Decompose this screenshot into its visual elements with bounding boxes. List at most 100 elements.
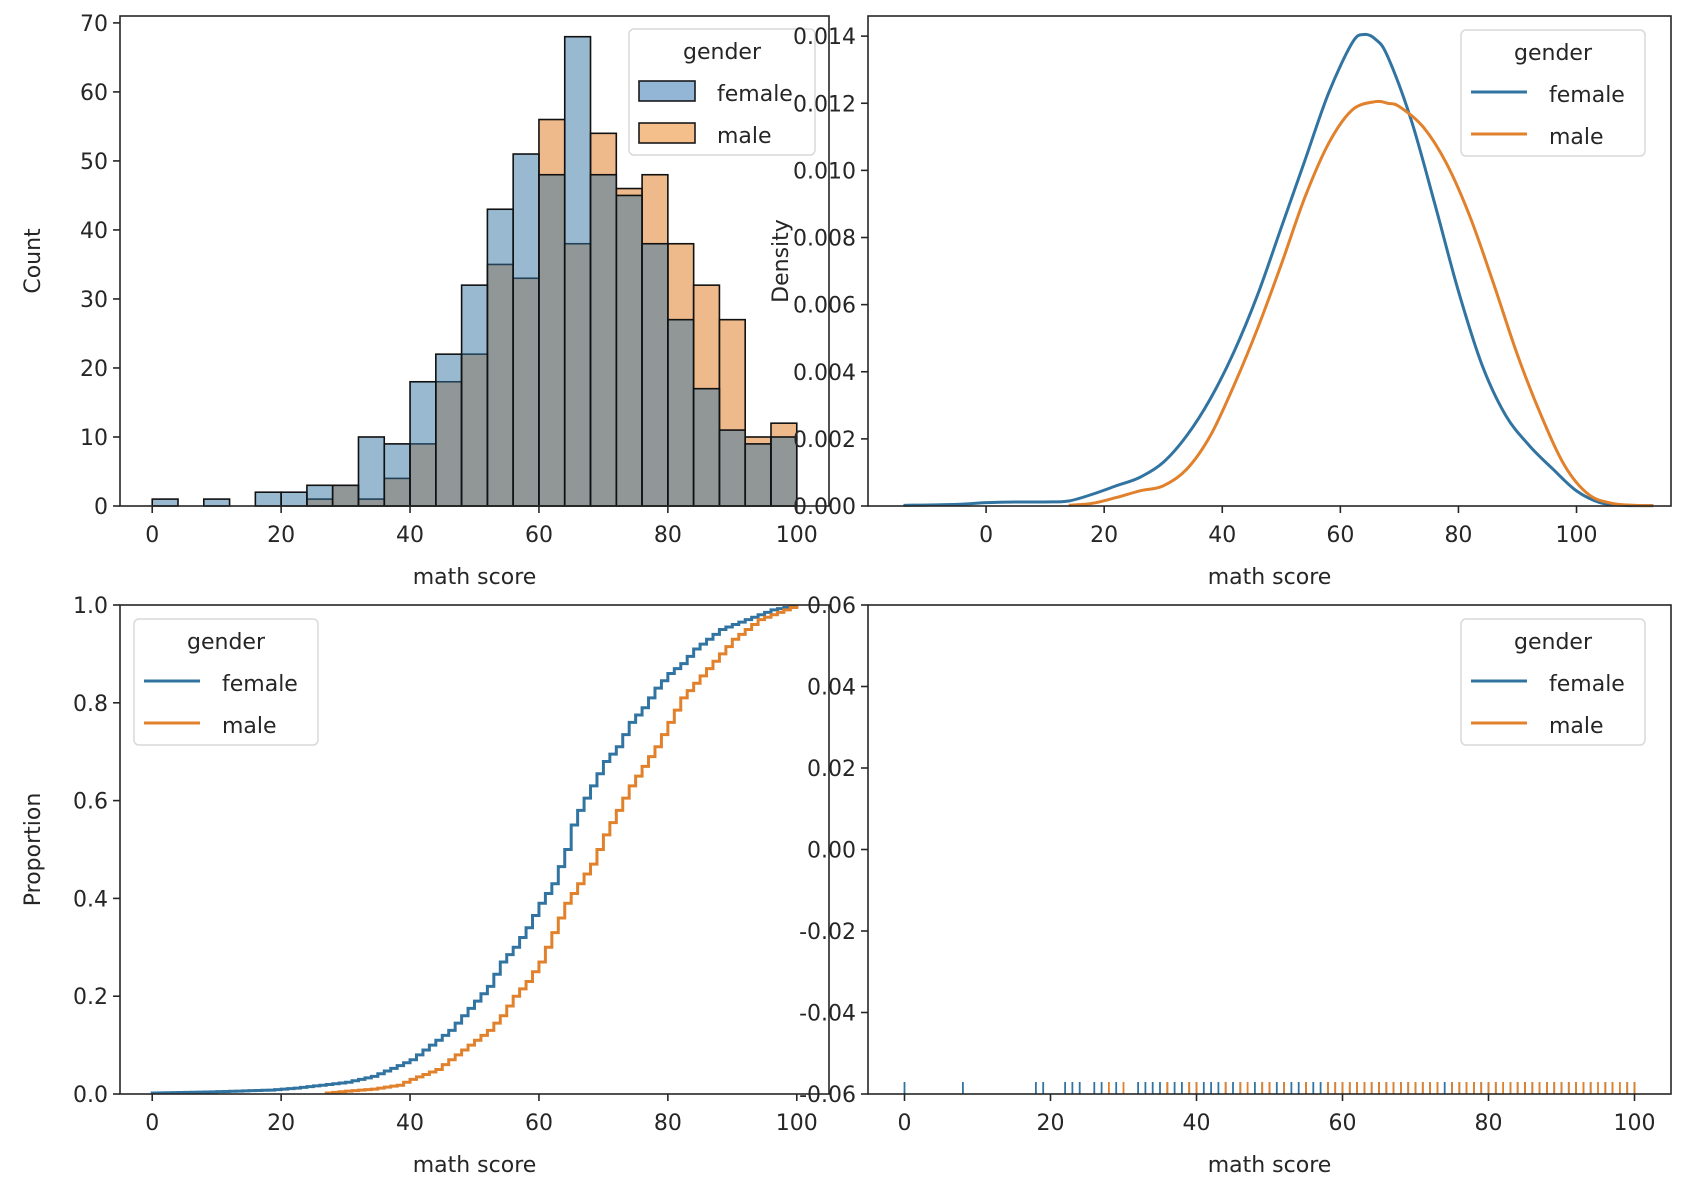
hist-bar-female xyxy=(409,380,437,507)
hist-bar-female xyxy=(718,429,747,507)
x-tick-label: 0 xyxy=(145,1111,159,1136)
y-tick-label: 0.8 xyxy=(73,692,108,717)
hist-bar-female xyxy=(512,153,540,507)
hist-bar-female xyxy=(615,194,643,507)
x-axis-label: math score xyxy=(1208,565,1332,590)
y-tick-label: 1.0 xyxy=(73,594,108,619)
y-tick-label: 0.010 xyxy=(793,159,856,184)
legend-female-patch xyxy=(638,80,696,102)
legend-male-label: male xyxy=(1549,125,1604,150)
y-tick-label: 0.0 xyxy=(73,1083,108,1108)
x-tick-label: 0 xyxy=(145,523,159,548)
axes-frame xyxy=(119,15,830,507)
hist-bar-female xyxy=(667,318,695,507)
hist-bar-female xyxy=(589,173,618,507)
x-tick-label: 60 xyxy=(525,1111,553,1136)
x-tick-label: 60 xyxy=(1329,1111,1357,1136)
axes-frame xyxy=(119,604,830,1095)
y-tick-label: 0.014 xyxy=(793,25,856,50)
y-tick-label: 0.2 xyxy=(73,985,108,1010)
ecdf-axes: 0 20 40 60 80 100 0.0 0.2 0.4 0.6 0.8 1.0 math score… xyxy=(21,594,830,1178)
x-tick-label: 100 xyxy=(1614,1111,1656,1136)
x-tick-label: 80 xyxy=(1444,523,1472,548)
x-tick-label: 40 xyxy=(396,1111,424,1136)
legend-male-patch xyxy=(638,122,696,144)
hist-bar-female xyxy=(151,498,179,507)
hist-bar-female xyxy=(744,443,772,507)
y-tick-label: 0.006 xyxy=(793,294,856,319)
y-tick-label: 40 xyxy=(80,219,108,244)
x-tick-label: 0 xyxy=(979,523,993,548)
x-tick-label: 80 xyxy=(1475,1111,1503,1136)
hist-bar-female xyxy=(383,443,411,507)
y-tick-label: 0.4 xyxy=(73,887,108,912)
ecdf-line-male xyxy=(324,605,799,1095)
x-tick-label: 80 xyxy=(654,1111,682,1136)
y-axis-label: Proportion xyxy=(21,793,46,907)
legend-title: gender xyxy=(1514,630,1593,655)
hist-bar-female xyxy=(254,491,282,507)
x-axis-label: math score xyxy=(1208,1153,1332,1178)
y-axis-label: Density xyxy=(769,219,794,303)
x-tick-label: 100 xyxy=(776,523,818,548)
y-tick-label: 70 xyxy=(80,12,108,37)
kde-line-female xyxy=(903,32,1654,508)
y-tick-label: 0.002 xyxy=(793,428,856,453)
x-tick-label: 40 xyxy=(1183,1111,1211,1136)
legend-box xyxy=(133,618,319,746)
x-tick-label: 20 xyxy=(1090,523,1118,548)
x-tick-label: 40 xyxy=(1208,523,1236,548)
y-tick-label: 20 xyxy=(80,357,108,382)
hist-bar-female xyxy=(641,242,669,507)
legend-female-label: female xyxy=(222,672,298,697)
legend-female-label: female xyxy=(1549,672,1625,697)
y-tick-label: -0.02 xyxy=(799,920,856,945)
legend-female-label: female xyxy=(717,82,793,107)
rug-axes: 0 20 40 60 80 100 -0.06 -0.04 -0.02 0.00 0.02 0.04 0… xyxy=(799,594,1672,1178)
y-tick-label: 0.008 xyxy=(793,227,856,252)
x-tick-label: 40 xyxy=(396,523,424,548)
x-axis-label: math score xyxy=(413,565,537,590)
x-tick-label: 60 xyxy=(525,523,553,548)
y-axis-label: Count xyxy=(21,228,46,294)
y-tick-label: 0.02 xyxy=(807,757,856,782)
legend: gender female male xyxy=(133,618,319,746)
legend-male-label: male xyxy=(222,714,277,739)
legend-title: gender xyxy=(1514,41,1593,66)
legend: gender female male xyxy=(1460,618,1646,746)
y-tick-label: 0 xyxy=(94,495,108,520)
y-tick-label: 0.012 xyxy=(793,92,856,117)
x-tick-label: 20 xyxy=(1037,1111,1065,1136)
legend-title: gender xyxy=(683,40,762,65)
y-tick-label: 60 xyxy=(80,81,108,106)
legend-box xyxy=(1460,618,1646,746)
y-tick-label: 50 xyxy=(80,150,108,175)
hist-bar-female xyxy=(280,491,308,507)
hist-bar-female xyxy=(202,498,231,507)
y-tick-label: 0.004 xyxy=(793,361,856,386)
x-tick-label: 0 xyxy=(898,1111,912,1136)
x-tick-label: 100 xyxy=(776,1111,818,1136)
hist-bar-female xyxy=(692,387,721,507)
y-tick-label: 0.04 xyxy=(807,676,856,701)
hist-bar-female xyxy=(460,284,489,507)
x-tick-label: 80 xyxy=(654,523,682,548)
hist-bar-female xyxy=(538,173,566,507)
legend-box xyxy=(1460,29,1646,157)
y-tick-label: 0.000 xyxy=(793,495,856,520)
axes-frame xyxy=(867,15,1672,507)
y-tick-label: 0.6 xyxy=(73,790,108,815)
legend-male-label: male xyxy=(717,124,772,149)
kde-axes: 0 20 40 60 80 100 0.000 0.002 0.004 0.006 0.008 0.0… xyxy=(769,15,1672,590)
y-tick-label: -0.04 xyxy=(799,1002,856,1027)
kde-line-male xyxy=(1068,99,1654,508)
x-tick-label: 100 xyxy=(1556,523,1598,548)
hist-bar-female xyxy=(770,436,798,507)
hist-bar-female xyxy=(357,436,386,507)
legend: gender female male xyxy=(628,28,816,156)
y-tick-label: 0.00 xyxy=(807,839,856,864)
hist-bar-female xyxy=(435,353,463,507)
hist-bar-female xyxy=(563,35,592,507)
y-tick-label: 10 xyxy=(80,426,108,451)
